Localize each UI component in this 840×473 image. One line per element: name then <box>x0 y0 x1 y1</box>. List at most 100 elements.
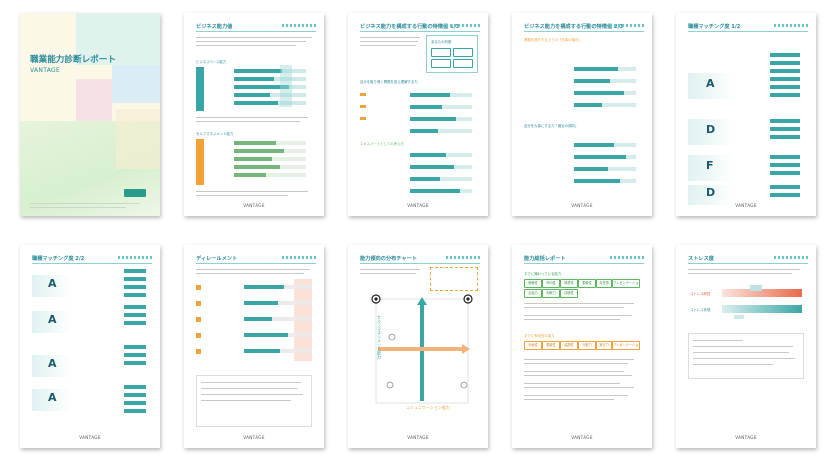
grade-card <box>32 275 72 297</box>
stress-bar-2 <box>722 305 802 313</box>
page-title: 職種マッチング度 2/2 <box>32 256 85 262</box>
cover-stripe <box>116 109 160 169</box>
page-business-ability: ビジネス能力値 ビジネスベース能力 セルフマネジメント能力 VANTAGE <box>184 13 324 216</box>
grade-letter: A <box>48 391 57 404</box>
page-job-match-2: 職種マッチング度 2/2 A A A A VANTAGE <box>20 245 160 448</box>
grade-card <box>688 155 734 181</box>
footer-brand: VANTAGE <box>243 435 265 440</box>
text-line <box>196 195 288 197</box>
ability-chip: 行動力 <box>578 341 596 350</box>
page-distribution-chart: 能力傾向の分布チャート セルフマネジメント能力 コミュニケーション能力 VANT… <box>348 245 488 448</box>
text-line <box>360 37 420 39</box>
footer-brand: VANTAGE <box>243 203 265 208</box>
grade-letter: A <box>706 77 715 90</box>
cover-title: 職業能力診断レポート <box>30 55 116 65</box>
judgement-box: あなたの判断 <box>426 35 478 73</box>
grade-letter: D <box>706 186 716 199</box>
text-line <box>524 387 634 389</box>
text-line <box>524 307 624 309</box>
judgement-chip <box>431 59 451 68</box>
legend-box <box>430 267 478 291</box>
comment-box <box>688 333 804 379</box>
text-line <box>196 41 306 43</box>
ability-chip: 柔軟性 <box>578 279 596 288</box>
ability-chip: 柔軟性 <box>542 341 560 350</box>
text-line <box>196 269 310 271</box>
page-title: ビジネス能力を構成する行動の特徴値 1/3 <box>360 24 460 30</box>
title-dots <box>446 24 480 27</box>
ability-chip: 協調性 <box>560 341 578 350</box>
stress-row-label: ストレス状態 <box>690 308 711 312</box>
title-dots <box>282 24 316 27</box>
page-summary-report: 能力総括レポート すでに備わっている能力 積極性 外向性 慎重性 柔軟性 責任感… <box>512 245 652 448</box>
ability-chip: プレゼンテーション <box>612 341 640 350</box>
ability-chip: 慎重性 <box>560 279 578 288</box>
title-dots <box>774 256 808 259</box>
ability-chip: 積極性 <box>524 279 542 288</box>
cover-block-pink <box>76 79 112 121</box>
text-line <box>524 383 620 385</box>
text-line <box>196 121 300 123</box>
ability-chip: 企画力 <box>524 289 542 298</box>
text-line <box>524 395 628 397</box>
text-line <box>524 363 628 365</box>
text-line <box>196 273 304 275</box>
x-arrow-head <box>462 344 470 354</box>
title-dots <box>446 256 480 259</box>
text-line <box>688 269 800 271</box>
corner-marker-tl <box>371 294 381 304</box>
ability-chip: 判断力 <box>542 289 560 298</box>
grade-letter: A <box>48 313 57 326</box>
title-rule <box>360 31 480 32</box>
title-rule <box>360 263 480 264</box>
corner-marker-ml <box>388 333 396 341</box>
cover-brand: VANTAGE <box>30 67 61 74</box>
ability-chip: 実行力 <box>596 341 612 350</box>
page-title: ビジネス能力値 <box>196 24 233 30</box>
y-arrow-head <box>417 297 427 305</box>
corner-marker-br <box>460 381 468 389</box>
title-rule <box>688 263 808 264</box>
footer-brand: VANTAGE <box>571 435 593 440</box>
text-line <box>196 45 296 47</box>
title-rule <box>688 31 808 32</box>
page-title: ストレス度 <box>688 256 714 262</box>
page-title: 職種マッチング度 1/2 <box>688 24 741 30</box>
title-rule <box>196 31 316 32</box>
footer-brand: VANTAGE <box>407 203 429 208</box>
grade-card <box>32 389 72 411</box>
cover-block-blue <box>112 65 160 103</box>
page-traits-1: ビジネス能力を構成する行動の特徴値 1/3 あなたの判断 自分を取り巻く問題を捉… <box>348 13 488 216</box>
text-line <box>524 359 634 361</box>
category-band <box>196 139 204 185</box>
text-line <box>524 399 614 401</box>
corner-marker-bl <box>386 381 394 389</box>
text-line <box>524 303 634 305</box>
section-heading: セルフマネジメント能力 <box>196 132 234 136</box>
page-derailment: ディレールメント VANTAGE <box>184 245 324 448</box>
text-line <box>360 269 420 271</box>
text-line <box>524 371 624 373</box>
page-title: 能力傾向の分布チャート <box>360 256 418 262</box>
section-heading: 自分を大事にする力「最近の傾向」 <box>524 124 579 128</box>
text-line <box>524 315 632 317</box>
title-dots <box>118 256 152 259</box>
section-heading: エキスパートとしての考え方 <box>360 142 404 146</box>
text-line <box>196 191 308 193</box>
judgement-chip <box>453 59 473 68</box>
title-dots <box>774 24 808 27</box>
cover-note-line <box>30 203 140 205</box>
cover-badge <box>124 189 146 197</box>
stress-marker <box>750 285 762 291</box>
text-line <box>360 41 418 43</box>
ability-chip: プレゼンテーション <box>612 279 640 288</box>
judgement-chip <box>453 48 473 57</box>
title-rule <box>32 263 152 264</box>
text-line <box>360 45 416 47</box>
title-rule <box>524 263 644 264</box>
ability-chip: 責任感 <box>596 279 612 288</box>
page-job-match-1: 職種マッチング度 1/2 A D F D VANTAGE <box>676 13 816 216</box>
distribution-chart <box>371 294 473 404</box>
grade-card <box>688 185 734 205</box>
cover-note-line <box>30 207 126 209</box>
